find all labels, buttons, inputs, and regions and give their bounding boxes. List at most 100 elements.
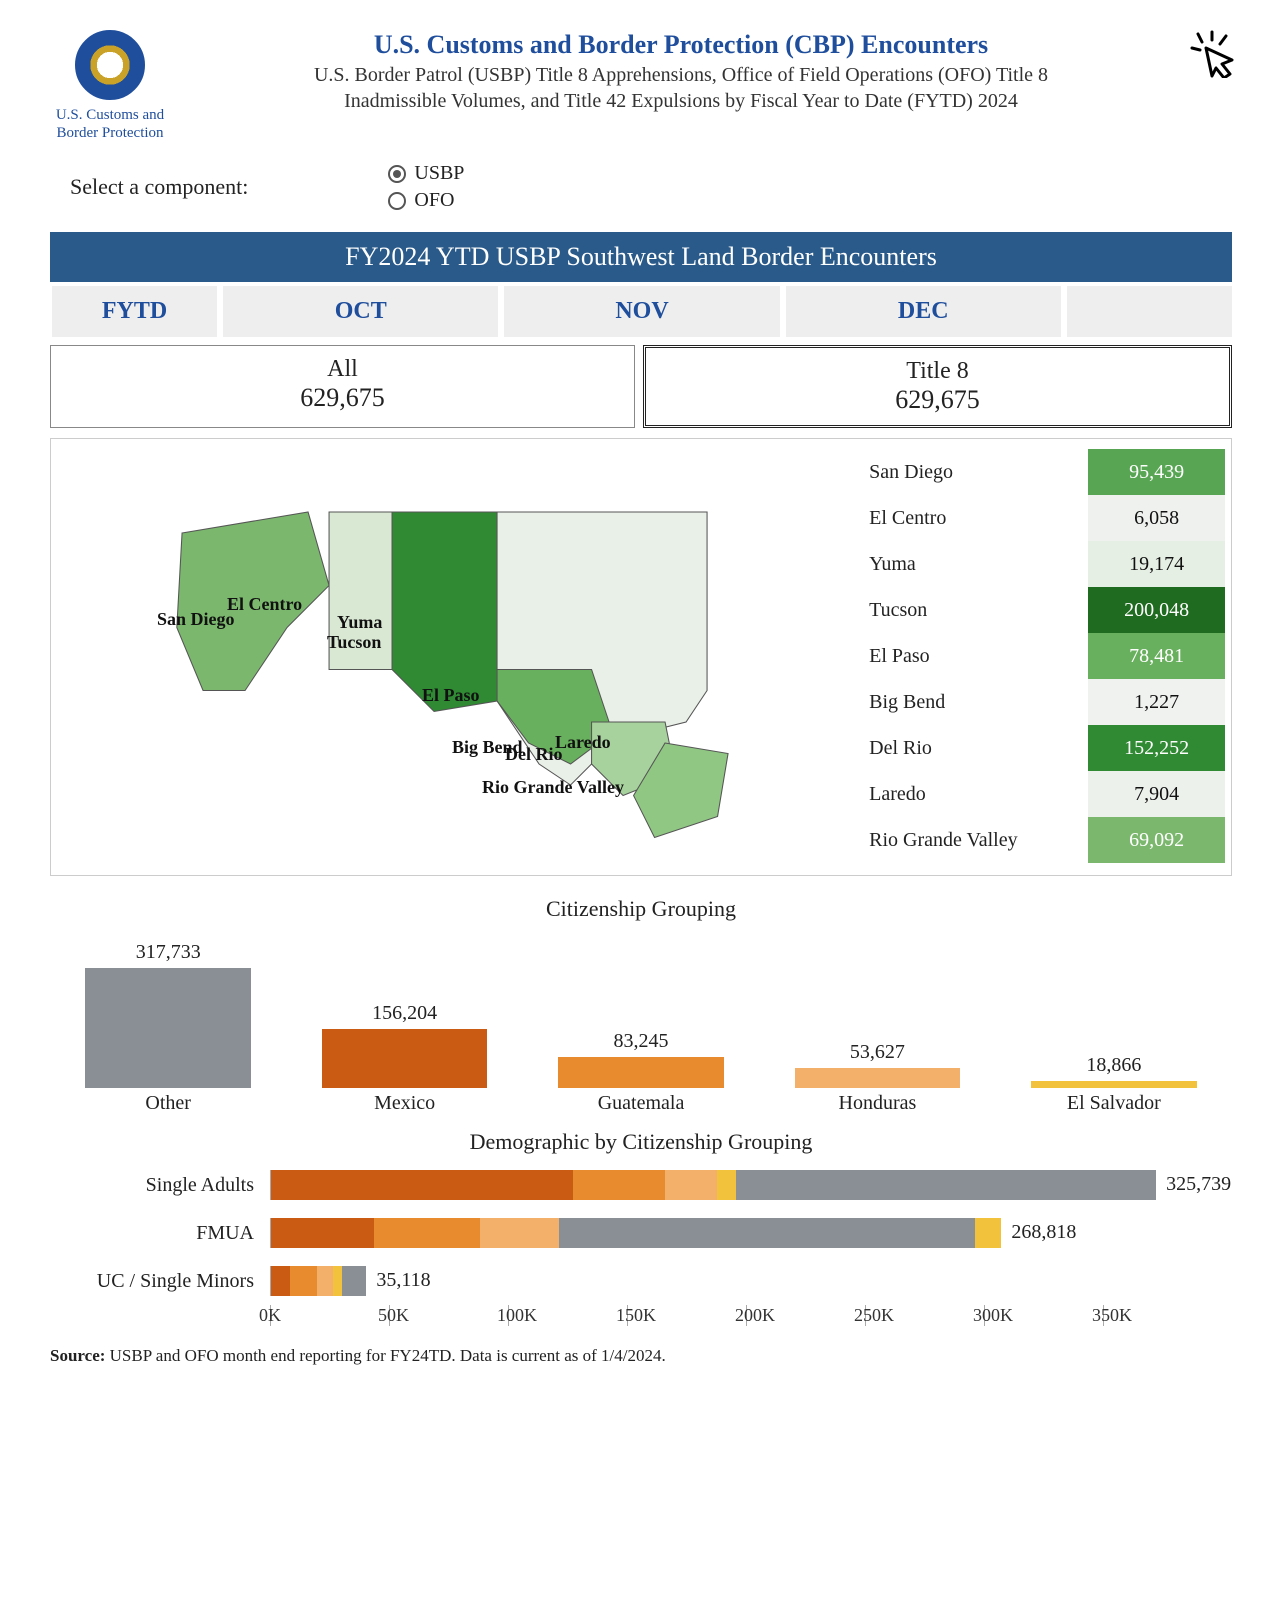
radio-label: OFO xyxy=(414,189,454,212)
citizenship-bar-rect xyxy=(322,1029,487,1088)
radio-option-ofo[interactable]: OFO xyxy=(388,189,464,212)
demographic-segment xyxy=(736,1170,1156,1200)
demographic-name: FMUA xyxy=(60,1222,260,1245)
radio-dot-icon[interactable] xyxy=(388,192,406,210)
map-and-sector-table: San DiegoEl CentroYumaTucsonEl PasoBig B… xyxy=(50,438,1232,876)
footnote-text: USBP and OFO month end reporting for FY2… xyxy=(110,1346,666,1365)
org-name-line1: U.S. Customs and xyxy=(40,106,180,124)
demographic-segment xyxy=(333,1266,341,1296)
org-name-line2: Border Protection xyxy=(40,124,180,142)
map-label-del-rio[interactable]: Del Rio xyxy=(505,744,563,765)
citizenship-value: 156,204 xyxy=(372,1002,437,1025)
citizenship-bar-guatemala[interactable]: 83,245 xyxy=(523,1030,759,1088)
sector-name: El Paso xyxy=(863,633,1088,679)
citizenship-bar-other[interactable]: 317,733 xyxy=(50,941,286,1088)
sector-name: Rio Grande Valley xyxy=(863,817,1088,863)
month-tab-oct[interactable]: OCT xyxy=(221,286,498,337)
sector-name: San Diego xyxy=(863,449,1088,495)
citizenship-label: Other xyxy=(50,1092,286,1115)
header: U.S. Customs and Border Protection U.S. … xyxy=(40,30,1242,142)
demographic-row-single-adults[interactable]: Single Adults325,739 xyxy=(60,1161,1222,1209)
map-label-rio-grande-valley[interactable]: Rio Grande Valley xyxy=(482,777,624,798)
panel-title: FY2024 YTD USBP Southwest Land Border En… xyxy=(50,232,1232,282)
map-label-tucson[interactable]: Tucson xyxy=(327,632,381,653)
citizenship-label: El Salvador xyxy=(996,1092,1232,1115)
citizenship-value: 83,245 xyxy=(614,1030,669,1053)
demographic-segment xyxy=(573,1170,665,1200)
sector-row[interactable]: El Paso78,481 xyxy=(863,633,1225,679)
axis-tick: 100K xyxy=(508,1305,627,1326)
sector-value: 6,058 xyxy=(1088,495,1225,541)
map-label-laredo[interactable]: Laredo xyxy=(555,732,611,753)
sector-value: 1,227 xyxy=(1088,679,1225,725)
citizenship-label: Mexico xyxy=(286,1092,522,1115)
map-label-el-paso[interactable]: El Paso xyxy=(422,685,480,706)
demographic-segment xyxy=(271,1266,290,1296)
sector-row[interactable]: Laredo7,904 xyxy=(863,771,1225,817)
demographic-segment xyxy=(290,1266,317,1296)
citizenship-bar-rect xyxy=(1031,1081,1196,1088)
demographic-name: UC / Single Minors xyxy=(60,1270,260,1293)
demographic-row-fmua[interactable]: FMUA268,818 xyxy=(60,1209,1222,1257)
total-value: 629,675 xyxy=(646,385,1229,415)
sector-table: San Diego95,439El Centro6,058Yuma19,174T… xyxy=(863,449,1225,869)
total-box-all[interactable]: All629,675 xyxy=(50,345,635,428)
map-label-yuma[interactable]: Yuma xyxy=(337,612,382,633)
citizenship-bar-rect xyxy=(85,968,250,1088)
sector-name: Del Rio xyxy=(863,725,1088,771)
citizenship-labels: OtherMexicoGuatemalaHondurasEl Salvador xyxy=(50,1092,1232,1115)
source-footnote: Source: USBP and OFO month end reporting… xyxy=(50,1346,1232,1366)
month-tab-nov[interactable]: NOV xyxy=(502,286,779,337)
page-subtitle: U.S. Border Patrol (USBP) Title 8 Appreh… xyxy=(281,62,1081,114)
citizenship-bar-honduras[interactable]: 53,627 xyxy=(759,1041,995,1088)
citizenship-value: 53,627 xyxy=(850,1041,905,1064)
demographic-stacked-chart: Single Adults325,739FMUA268,818UC / Sing… xyxy=(60,1161,1222,1326)
sector-name: Laredo xyxy=(863,771,1088,817)
demographic-segment xyxy=(665,1170,717,1200)
sector-name: Big Bend xyxy=(863,679,1088,725)
sector-row[interactable]: Yuma19,174 xyxy=(863,541,1225,587)
total-box-title-8[interactable]: Title 8629,675 xyxy=(643,345,1232,428)
sector-row[interactable]: Del Rio152,252 xyxy=(863,725,1225,771)
sector-row[interactable]: Tucson200,048 xyxy=(863,587,1225,633)
radio-dot-icon[interactable] xyxy=(388,165,406,183)
month-tab-dec[interactable]: DEC xyxy=(784,286,1061,337)
component-selector: Select a component: USBPOFO xyxy=(70,162,1242,212)
sector-value: 78,481 xyxy=(1088,633,1225,679)
sector-value: 69,092 xyxy=(1088,817,1225,863)
demographic-segment xyxy=(480,1218,559,1248)
citizenship-bar-mexico[interactable]: 156,204 xyxy=(286,1002,522,1088)
month-tab-fytd[interactable]: FYTD xyxy=(50,286,217,337)
total-label: Title 8 xyxy=(646,358,1229,385)
demographic-segment xyxy=(717,1170,736,1200)
demographic-segment xyxy=(374,1218,480,1248)
citizenship-label: Guatemala xyxy=(523,1092,759,1115)
month-tab-blank xyxy=(1065,286,1232,337)
cursor-click-icon xyxy=(1182,30,1242,88)
demographic-row-uc-single-minors[interactable]: UC / Single Minors35,118 xyxy=(60,1257,1222,1305)
total-value: 629,675 xyxy=(51,383,634,413)
axis-tick: 150K xyxy=(627,1305,746,1326)
sector-map[interactable]: San DiegoEl CentroYumaTucsonEl PasoBig B… xyxy=(57,449,853,869)
citizenship-bar-el-salvador[interactable]: 18,866 xyxy=(996,1054,1232,1088)
demographic-axis: 0K50K100K150K200K250K300K350K xyxy=(270,1305,1222,1326)
demographic-segment xyxy=(583,1218,974,1248)
citizenship-value: 18,866 xyxy=(1086,1054,1141,1077)
sector-row[interactable]: El Centro6,058 xyxy=(863,495,1225,541)
sector-row[interactable]: San Diego95,439 xyxy=(863,449,1225,495)
citizenship-bar-rect xyxy=(795,1068,960,1088)
radio-option-usbp[interactable]: USBP xyxy=(388,162,464,185)
title-block: U.S. Customs and Border Protection (CBP)… xyxy=(200,30,1162,114)
sector-row[interactable]: Big Bend1,227 xyxy=(863,679,1225,725)
map-label-el-centro[interactable]: El Centro xyxy=(227,594,302,615)
sector-value: 200,048 xyxy=(1088,587,1225,633)
axis-tick: 350K xyxy=(1103,1305,1222,1326)
sector-name: Tucson xyxy=(863,587,1088,633)
map-label-san-diego[interactable]: San Diego xyxy=(157,609,235,630)
sector-row[interactable]: Rio Grande Valley69,092 xyxy=(863,817,1225,863)
cbp-logo-block: U.S. Customs and Border Protection xyxy=(40,30,180,142)
citizenship-value: 317,733 xyxy=(136,941,201,964)
demographic-segment xyxy=(271,1218,374,1248)
total-label: All xyxy=(51,356,634,383)
sector-name: Yuma xyxy=(863,541,1088,587)
